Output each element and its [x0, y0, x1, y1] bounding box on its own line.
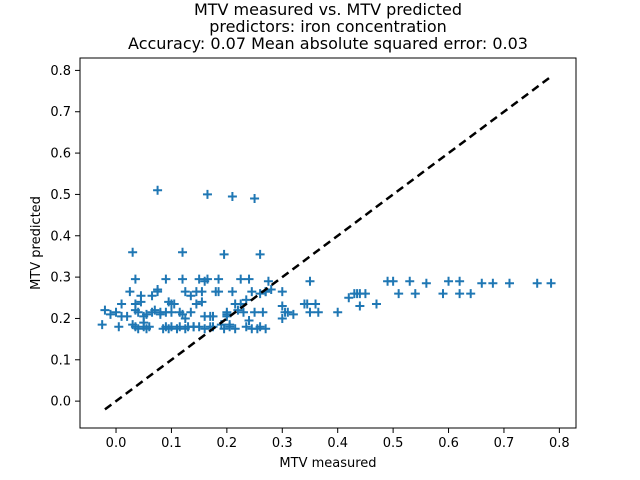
data-point [278, 287, 287, 296]
y-axis-label: MTV predicted [29, 196, 44, 290]
y-tick-label: 0.4 [50, 229, 71, 244]
y-axis-ticks: 0.0 0.1 0.2 0.3 0.4 0.5 0.6 0.7 0.8 [50, 64, 80, 410]
x-tick-label: 0.4 [327, 436, 348, 451]
title-line-3: Accuracy: 0.07 Mean absolute squared err… [128, 34, 528, 53]
y-tick-label: 0.7 [50, 105, 71, 120]
data-point [203, 190, 212, 199]
data-point [247, 287, 256, 296]
data-point [239, 308, 248, 317]
y-tick-label: 0.0 [50, 395, 71, 410]
data-point [422, 279, 431, 288]
data-point [438, 289, 447, 298]
x-tick-label: 0.1 [161, 436, 182, 451]
x-tick-label: 0.5 [383, 436, 404, 451]
data-point [114, 322, 123, 331]
data-point [117, 299, 126, 308]
data-point [250, 308, 259, 317]
data-point [189, 322, 198, 331]
data-point [178, 275, 187, 284]
x-tick-label: 0.3 [272, 436, 293, 451]
x-tick-label: 0.2 [217, 436, 238, 451]
reference-line [105, 77, 551, 410]
data-point [153, 186, 162, 195]
data-point [195, 275, 204, 284]
data-point [444, 277, 453, 286]
data-point [228, 287, 237, 296]
data-point [355, 302, 364, 311]
data-point [178, 248, 187, 257]
data-point [200, 324, 209, 333]
data-point [136, 291, 145, 300]
data-point [505, 279, 514, 288]
data-point [372, 299, 381, 308]
data-point [411, 289, 420, 298]
data-point [222, 310, 231, 319]
data-point [192, 299, 201, 308]
data-point [197, 297, 206, 306]
x-tick-label: 0.0 [106, 436, 127, 451]
data-point [305, 277, 314, 286]
data-point [267, 285, 276, 294]
data-point [477, 279, 486, 288]
data-point [186, 308, 195, 317]
data-point [333, 308, 342, 317]
y-tick-label: 0.3 [50, 271, 71, 286]
y-tick-label: 0.1 [50, 353, 71, 368]
data-points [98, 186, 556, 333]
y-tick-label: 0.2 [50, 312, 71, 327]
y-tick-label: 0.5 [50, 188, 71, 203]
data-point [197, 287, 206, 296]
data-point [394, 289, 403, 298]
data-point [128, 248, 137, 257]
data-point [361, 289, 370, 298]
data-point [131, 275, 140, 284]
x-tick-label: 0.7 [494, 436, 515, 451]
data-point [125, 287, 134, 296]
data-point [153, 285, 162, 294]
y-tick-label: 0.6 [50, 147, 71, 162]
data-point [98, 320, 107, 329]
data-point [305, 308, 314, 317]
data-point [214, 275, 223, 284]
x-tick-label: 0.8 [549, 436, 570, 451]
x-axis-label: MTV measured [279, 456, 376, 471]
data-point [314, 308, 323, 317]
y-tick-label: 0.8 [50, 64, 71, 79]
x-axis-ticks: 0.0 0.1 0.2 0.3 0.4 0.5 0.6 0.7 0.8 [106, 428, 570, 451]
data-point [405, 277, 414, 286]
data-point [547, 279, 556, 288]
data-point [455, 277, 464, 286]
chart-title: MTV measured vs. MTV predicted predictor… [128, 0, 528, 53]
data-point [258, 308, 267, 317]
data-point [245, 275, 254, 284]
data-point [466, 289, 475, 298]
data-point [261, 324, 270, 333]
data-point [228, 192, 237, 201]
data-point [250, 194, 259, 203]
data-point [161, 275, 170, 284]
data-point [256, 250, 265, 259]
data-point [200, 312, 209, 321]
data-point [161, 308, 170, 317]
data-point [455, 289, 464, 298]
data-point [488, 279, 497, 288]
data-point [533, 279, 542, 288]
x-tick-label: 0.6 [438, 436, 459, 451]
data-point [289, 310, 298, 319]
data-point [311, 299, 320, 308]
data-point [236, 275, 245, 284]
data-point [220, 250, 229, 259]
data-point [389, 277, 398, 286]
